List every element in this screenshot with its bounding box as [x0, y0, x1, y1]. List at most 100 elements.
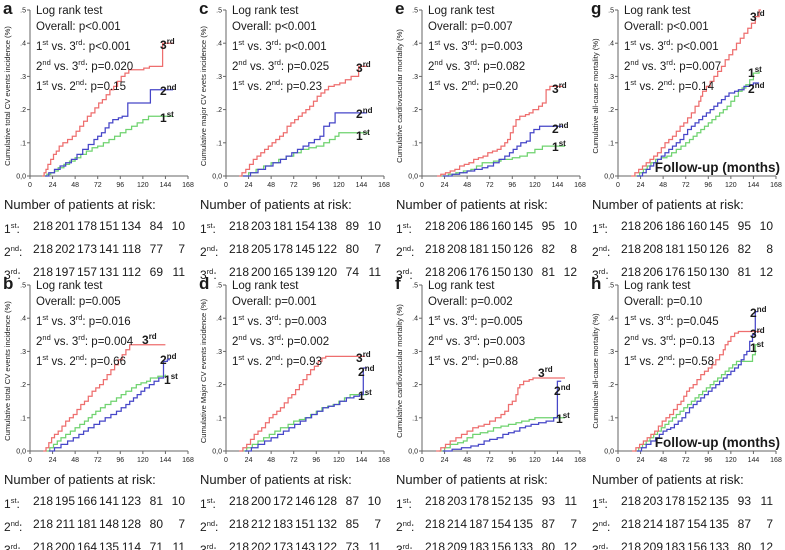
y-tick-label: 0,0 [212, 449, 222, 456]
risk-count: 183 [468, 540, 489, 550]
risk-count: 145 [294, 242, 315, 256]
risk-row-label: 2nd: [396, 519, 415, 534]
risk-count: 120 [316, 265, 337, 279]
x-tick-label: 24 [637, 182, 645, 189]
risk-count: 152 [686, 494, 707, 508]
stat-line: 1st vs. 2nd: p=0.20 [428, 77, 518, 93]
y-tick-label: .5 [608, 8, 614, 15]
stat-line: 1st vs. 2nd: p=0.23 [232, 77, 322, 93]
curve-3rd [239, 65, 368, 177]
y-tick-label: .4 [412, 41, 418, 48]
x-tick-label: 0 [420, 182, 424, 189]
risk-count: 77 [149, 242, 163, 256]
risk-count: 150 [686, 265, 707, 279]
risk-count: 197 [54, 265, 75, 279]
stat-line: 1st vs. 2nd: p=0.66 [36, 352, 126, 368]
risk-count: 133 [512, 540, 533, 550]
x-tick-label: 0 [224, 457, 228, 464]
risk-table-header: Number of patients at risk: [396, 472, 548, 487]
stat-line: 1st vs. 3rd: p=0.003 [428, 38, 523, 53]
panel-h: h Cumulative all-cause mortality (%) .5 .4.… [588, 275, 784, 550]
risk-count: 12 [563, 265, 577, 279]
risk-table-header: Number of patients at risk: [200, 472, 352, 487]
risk-row-1st: 1st: 218 200 172 146 128 87 10 [200, 491, 390, 514]
risk-count: 7 [374, 242, 381, 256]
x-axis-title: Follow-up (months) [654, 160, 780, 175]
log-rank-stats: Log rank test Overall: p=0.10 1st vs. 3rd:… [624, 278, 719, 369]
risk-count: 126 [512, 242, 533, 256]
survival-plot: .5 .4 .3 .2 .1 0,00 24 48 72 96 120 144 168 [212, 283, 390, 465]
risk-count: 126 [708, 242, 729, 256]
curve-label-1st: 1st [556, 411, 570, 427]
stat-line: Overall: p=0.001 [232, 296, 317, 308]
risk-row-3rd: 3rd: 218 209 183 156 133 80 12 [592, 537, 782, 550]
risk-count: 7 [374, 517, 381, 531]
x-tick-label: 168 [770, 457, 782, 464]
risk-row-3rd: 3rd: 218 200 165 139 120 74 11 [200, 262, 390, 285]
y-tick-label: .4 [216, 316, 222, 323]
x-tick-label: 120 [333, 457, 345, 464]
x-tick-label: 144 [748, 457, 760, 464]
panel-letter: d [199, 274, 210, 293]
y-tick-label: .1 [412, 415, 418, 422]
curve-2nd [442, 125, 564, 177]
risk-count: 71 [149, 540, 163, 550]
stat-line: 1st vs. 3rd: p=0.003 [232, 313, 327, 328]
x-tick-label: 168 [770, 182, 782, 189]
risk-count: 156 [490, 540, 511, 550]
risk-row-label: 2nd: [592, 244, 611, 259]
risk-count: 218 [620, 265, 641, 279]
log-rank-stats: Log rank test Overall: p=0.002 1st vs. 3rd… [428, 278, 525, 369]
stat-line: 2nd vs. 3rd: p=0.020 [36, 57, 134, 73]
risk-count: 218 [228, 494, 249, 508]
risk-row-2nd: 2nd: 218 205 178 145 122 80 7 [200, 239, 390, 262]
stat-line: 2nd vs. 3rd: p=0.007 [624, 57, 722, 73]
risk-count: 7 [178, 242, 185, 256]
risk-count: 145 [708, 219, 729, 233]
risk-count: 12 [759, 540, 773, 550]
x-tick-label: 48 [463, 457, 471, 464]
y-tick-label: .3 [412, 74, 418, 81]
y-tick-label: .4 [20, 316, 26, 323]
y-tick-label: .5 [20, 283, 26, 290]
stat-line: Log rank test [428, 5, 495, 17]
risk-table: Number of patients at risk: 1st: 218 201 178… [4, 196, 194, 285]
y-tick-label: .5 [216, 283, 222, 290]
y-tick-label: .1 [608, 415, 614, 422]
risk-count: 145 [512, 219, 533, 233]
risk-count: 165 [272, 265, 293, 279]
risk-count: 218 [424, 242, 445, 256]
risk-count: 69 [149, 265, 163, 279]
risk-row-2nd: 2nd: 218 214 187 154 135 87 7 [396, 514, 586, 537]
risk-count: 130 [512, 265, 533, 279]
risk-row-1st: 1st: 218 203 181 154 138 89 10 [200, 216, 390, 239]
x-tick-label: 120 [725, 457, 737, 464]
survival-plot: .5 .4 .3 .2 .1 0,00 24 48 72 96 120 144 168 [604, 283, 782, 465]
risk-count: 218 [32, 242, 53, 256]
risk-count: 93 [737, 494, 751, 508]
survival-plot: .5 .4 .3 .2 .1 0,00 24 48 72 96 120 144 168 [16, 283, 194, 465]
risk-count: 187 [664, 517, 685, 531]
risk-table-header: Number of patients at risk: [592, 472, 744, 487]
y-tick-label: .2 [412, 107, 418, 114]
x-tick-label: 96 [704, 457, 712, 464]
risk-count: 7 [766, 517, 773, 531]
risk-count: 134 [120, 219, 141, 233]
x-tick-label: 48 [267, 457, 275, 464]
log-rank-stats: Log rank test Overall: p=0.005 1st vs. 3rd… [36, 278, 133, 369]
risk-count: 202 [54, 242, 75, 256]
stat-line: 1st vs. 3rd: p<0.001 [232, 38, 327, 53]
risk-count: 218 [620, 219, 641, 233]
risk-count: 208 [642, 242, 663, 256]
x-axis-title: Follow-up (months) [654, 435, 780, 450]
curve-label-3rd: 3rd [160, 36, 175, 52]
stat-line: Log rank test [232, 280, 299, 292]
risk-row-label: 3rd: [4, 542, 21, 550]
risk-count: 11 [368, 540, 381, 550]
stat-line: 1st vs. 3rd: p<0.001 [624, 38, 719, 53]
curve-3rd [43, 344, 166, 452]
stat-line: Overall: p=0.10 [624, 296, 703, 308]
curve-3rd [437, 85, 564, 177]
risk-count: 146 [294, 494, 315, 508]
